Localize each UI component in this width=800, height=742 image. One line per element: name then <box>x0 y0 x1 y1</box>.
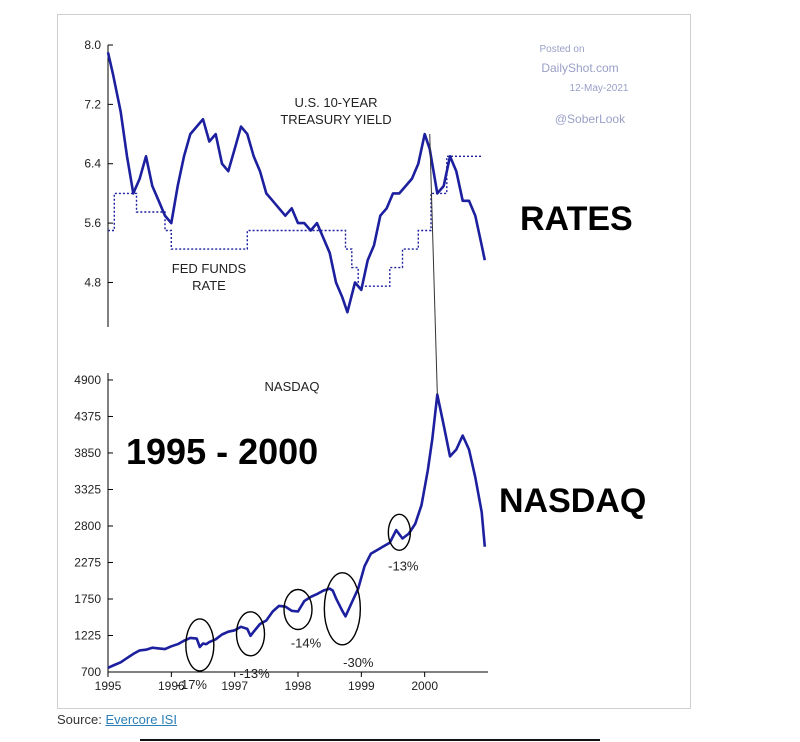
nasdaq-y-tick-label: 1750 <box>74 592 101 606</box>
source-prefix: Source: <box>57 712 102 727</box>
dip-label: -17% <box>177 677 208 692</box>
nasdaq-y-tick-label: 1225 <box>74 628 101 642</box>
watermark-line1: Posted on <box>539 44 584 55</box>
dip-circle <box>323 572 362 646</box>
treasury-label-line2: TREASURY YIELD <box>280 112 391 127</box>
dip-circle <box>387 513 412 552</box>
nasdaq-y-tick-label: 700 <box>81 665 101 679</box>
period-big-label: 1995 - 2000 <box>126 431 318 472</box>
nasdaq-y-tick-label: 3850 <box>74 446 101 460</box>
chart-frame: 8.0 7.2 6.4 5.6 4.8 4900 4375 3850 3325 2800 2275… <box>57 14 691 709</box>
x-tick-label: 1996 <box>158 679 185 693</box>
watermark-line3: 12-May-2021 <box>570 83 629 94</box>
treasury-label-line1: U.S. 10-YEAR <box>294 95 377 110</box>
nasdaq-y-tick-label: 2800 <box>74 519 101 533</box>
correction-annotations: -17% -13% -14% -30% -13% <box>177 513 419 692</box>
nasdaq-y-tick-label: 3325 <box>74 482 101 496</box>
watermark-line2: DailyShot.com <box>541 61 618 75</box>
x-tick-label: 1998 <box>285 679 312 693</box>
dip-circle <box>185 618 215 672</box>
dip-label: -13% <box>239 666 270 681</box>
source-note: Source: Evercore ISI <box>57 712 177 727</box>
rates-y-ticks: 8.0 7.2 6.4 5.6 4.8 <box>84 38 113 289</box>
rates-y-tick-label: 7.2 <box>84 97 101 111</box>
x-tick-label: 2000 <box>411 679 438 693</box>
fed-funds-series-line <box>108 155 482 287</box>
rates-y-tick-label: 4.8 <box>84 275 101 289</box>
nasdaq-y-tick-label: 2275 <box>74 555 101 569</box>
watermark-line4: @SoberLook <box>555 112 626 126</box>
dip-label: -14% <box>291 636 322 651</box>
source-link[interactable]: Evercore ISI <box>105 712 177 727</box>
bottom-rule <box>140 739 600 741</box>
fed-label-line2: RATE <box>192 278 226 293</box>
x-tick-label: 1999 <box>348 679 375 693</box>
x-ticks: 1995 1996 1997 1998 1999 2000 <box>95 672 438 693</box>
rates-y-tick-label: 5.6 <box>84 216 101 230</box>
nasdaq-series-line <box>107 393 487 669</box>
x-tick-label: 1995 <box>95 679 122 693</box>
rates-nasdaq-chart: 8.0 7.2 6.4 5.6 4.8 4900 4375 3850 3325 2800 2275… <box>74 38 646 693</box>
fed-label-line1: FED FUNDS <box>172 261 247 276</box>
dip-circle <box>283 588 313 631</box>
nasdaq-y-tick-label: 4900 <box>74 373 101 387</box>
dip-circle <box>235 611 266 657</box>
treasury-yield-series-line <box>106 52 487 314</box>
nasdaq-big-label: NASDAQ <box>499 482 646 520</box>
nasdaq-small-label: NASDAQ <box>265 379 320 394</box>
x-tick-label: 1997 <box>221 679 248 693</box>
rates-y-tick-label: 6.4 <box>84 157 101 171</box>
nasdaq-y-tick-label: 4375 <box>74 409 101 423</box>
dip-label: -13% <box>388 558 419 573</box>
dip-label: -30% <box>343 655 374 670</box>
rates-big-label: RATES <box>520 200 633 238</box>
rates-y-tick-label: 8.0 <box>84 38 101 52</box>
nasdaq-y-ticks: 4900 4375 3850 3325 2800 2275 1750 1225 700 <box>74 373 113 679</box>
peak-connector-line <box>429 134 438 395</box>
